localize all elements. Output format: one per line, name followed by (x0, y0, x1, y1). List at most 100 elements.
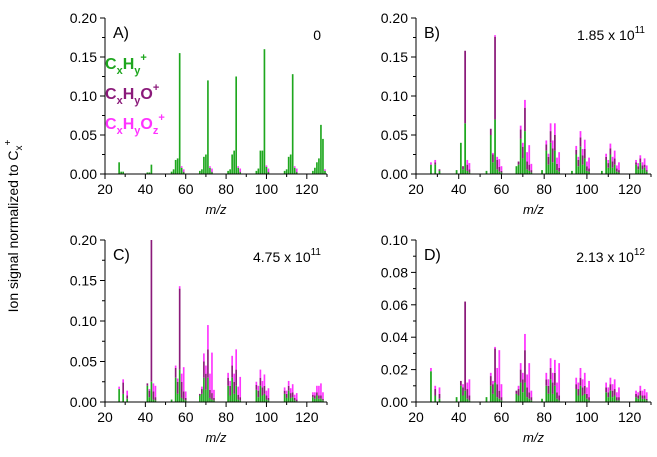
bar-cxhyoz-mz113 (613, 379, 616, 390)
legend-part: y (134, 125, 141, 137)
bar-cxhy-mz39 (455, 397, 458, 402)
bar-cxhyoz-mz110 (607, 159, 610, 164)
bar-cxhy-mz29 (434, 164, 437, 174)
bar-cxhyo-mz42 (148, 390, 151, 398)
bar-cxhyo-mz110 (285, 393, 288, 398)
y-tick-label: 0.05 (70, 354, 97, 370)
bar-cxhyo-mz124 (314, 395, 316, 399)
x-tick-label: 60 (178, 181, 194, 197)
bar-cxhyoz-mz86 (237, 166, 240, 168)
bar-cxhy-mz72 (526, 169, 528, 174)
bar-cxhy-mz69 (519, 382, 522, 402)
bar-cxhy-mz68 (517, 395, 520, 402)
bar-cxhy-mz57 (494, 382, 496, 402)
bar-cxhy-mz28 (120, 171, 122, 174)
bar-cxhyo-mz123 (635, 162, 637, 165)
panel-c: 0.00 0.05 0.10 0.15 0.20 20 40 60 80 100 120 m/z C) 4… (70, 232, 328, 445)
bar-cxhy-mz56 (176, 158, 179, 174)
bar-cxhyoz-mz29 (434, 385, 437, 390)
bar-cxhyoz-mz60 (500, 384, 503, 398)
bar-cxhyoz-mz98 (581, 149, 584, 156)
bar-cxhy-mz123 (312, 170, 314, 174)
bar-cxhyoz-mz74 (213, 389, 215, 398)
bar-cxhyoz-mz58 (180, 166, 183, 168)
bar-cxhyoz-mz74 (530, 163, 533, 171)
bar-cxhyoz-mz29 (434, 159, 437, 163)
bar-cxhy-mz124 (314, 398, 316, 402)
bar-cxhy-mz83 (231, 377, 233, 402)
bar-cxhyo-mz68 (517, 389, 520, 396)
bar-cxhy-mz109 (283, 393, 286, 402)
bar-cxhy-mz128 (322, 400, 324, 402)
bar-cxhyo-mz56 (176, 381, 179, 394)
bar-cxhy-mz55 (489, 135, 492, 174)
bar-cxhy-mz44 (466, 170, 469, 174)
bar-cxhyoz-mz57 (178, 286, 181, 289)
bar-cxhy-mz126 (641, 169, 644, 174)
bar-cxhyo-mz72 (526, 161, 528, 170)
bar-cxhyo-mz101 (267, 397, 270, 401)
bar-cxhy-mz41 (146, 172, 149, 174)
bar-cxhyo-mz57 (494, 348, 496, 383)
bar-cxhyo-mz81 (227, 377, 229, 386)
x-tick-label: 100 (255, 409, 279, 425)
bar-cxhyoz-mz123 (635, 159, 637, 163)
legend-entry-cxhy: CxHy+ (105, 52, 147, 77)
bar-cxhyoz-mz115 (295, 168, 298, 172)
bar-cxhyoz-mz70 (205, 365, 207, 374)
bar-cxhyo-mz82 (547, 385, 550, 394)
bar-cxhy-mz99 (263, 49, 266, 175)
bar-cxhy-mz100 (265, 399, 268, 402)
bar-cxhy-mz97 (579, 385, 582, 402)
bar-cxhyo-mz83 (549, 367, 552, 380)
bar-cxhyo-mz114 (293, 397, 296, 401)
bar-cxhy-mz129 (324, 170, 326, 174)
bar-cxhyoz-mz85 (553, 359, 556, 373)
bar-cxhyoz-mz101 (588, 157, 590, 169)
y-tick-label: 0.10 (70, 313, 97, 329)
bar-cxhy-mz41 (459, 385, 462, 402)
bar-cxhyoz-mz81 (545, 372, 548, 380)
x-tick-label: 20 (408, 409, 424, 425)
bar-cxhyoz-mz45 (468, 379, 471, 396)
bar-cxhyoz-mz87 (558, 152, 561, 168)
bar-cxhyoz-mz82 (229, 380, 231, 386)
bar-cxhy-mz68 (201, 169, 203, 174)
bar-cxhy-mz43 (464, 123, 467, 174)
bar-cxhy-mz113 (291, 397, 294, 402)
bar-cxhyoz-mz111 (609, 377, 612, 385)
bar-cxhyo-mz124 (637, 395, 640, 399)
legend-part: x (117, 125, 124, 137)
bar-cxhy-mz100 (265, 166, 268, 174)
y-tick-label: 0.15 (381, 49, 408, 65)
bar-cxhy-mz82 (547, 164, 550, 174)
bar-cxhyoz-mz109 (283, 387, 286, 391)
bar-cxhyoz-mz127 (643, 158, 646, 165)
bar-cxhyoz-mz115 (618, 162, 620, 171)
legend-part: x (117, 95, 124, 107)
bar-cxhy-mz79 (541, 170, 543, 174)
bar-cxhy-mz112 (289, 154, 292, 174)
bar-cxhyoz-mz68 (517, 385, 520, 390)
x-axis-label: m/z (523, 430, 544, 445)
bar-cxhy-mz109 (605, 392, 608, 402)
x-tick-label: 20 (97, 409, 113, 425)
bar-cxhy-mz39 (455, 170, 458, 174)
bar-cxhy-mz72 (526, 397, 528, 402)
bar-cxhyoz-mz87 (558, 363, 561, 396)
bar-cxhyo-mz111 (609, 384, 612, 391)
bar-cxhyo-mz86 (237, 394, 240, 400)
bar-cxhyo-mz95 (575, 149, 578, 155)
legend-part: O (140, 116, 152, 133)
bar-cxhyo-mz67 (515, 390, 518, 394)
bar-cxhyo-mz98 (581, 155, 584, 165)
bar-cxhy-mz68 (201, 393, 203, 402)
bar-cxhyo-mz82 (547, 156, 550, 165)
bar-cxhy-mz81 (545, 385, 548, 402)
bar-cxhyo-mz29 (122, 382, 124, 394)
bar-cxhy-mz115 (618, 400, 620, 402)
bar-cxhy-mz113 (613, 164, 616, 174)
bar-cxhy-mz44 (152, 399, 155, 402)
bar-cxhyoz-mz114 (615, 392, 618, 398)
bar-cxhy-mz82 (229, 169, 231, 174)
